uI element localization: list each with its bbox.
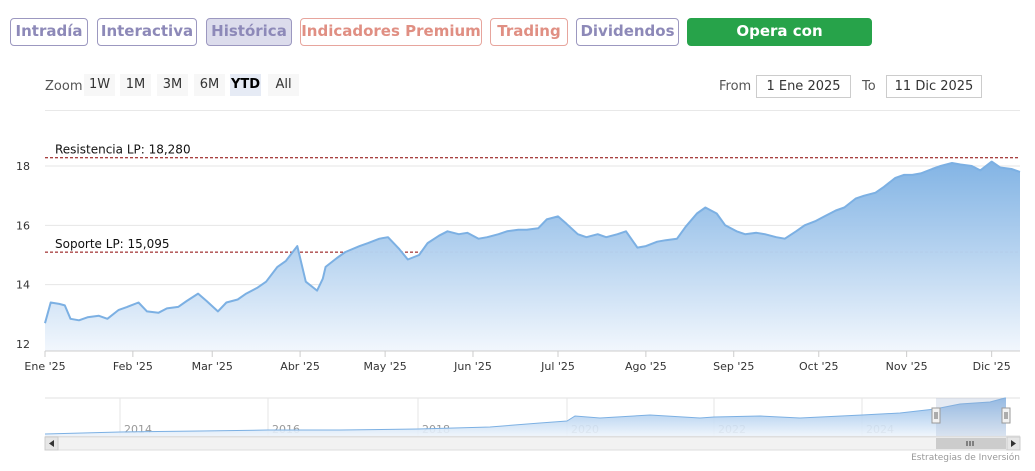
price-area [45, 161, 1020, 351]
navigator-handle-right[interactable] [1001, 407, 1011, 424]
scrollbar-left-arrow-icon [49, 440, 54, 447]
navigator-selection [936, 398, 1006, 436]
x-tick-label-8: Sep '25 [713, 360, 754, 373]
x-tick-label-5: Jun '25 [453, 360, 492, 373]
x-tick-label-11: Dic '25 [973, 360, 1011, 373]
from-label: From [719, 79, 752, 94]
scrollbar-thumb[interactable] [936, 438, 1006, 449]
zoom-1w-button[interactable]: 1W [84, 74, 115, 96]
tab-historica[interactable]: Histórica [206, 18, 292, 46]
tab-opera-freedom24[interactable]: Opera con Freedom24 [687, 18, 872, 65]
x-tick-label-3: Abr '25 [280, 360, 320, 373]
plot-line-label-0: Resistencia LP: 18,280 [55, 143, 191, 157]
from-date-input[interactable]: 1 Ene 2025 [756, 75, 851, 98]
x-tick-label-2: Mar '25 [192, 360, 233, 373]
zoom-all-button[interactable]: All [268, 74, 299, 96]
tab-intradia[interactable]: Intradía [10, 18, 88, 46]
zoom-ytd-button[interactable]: YTD [230, 74, 261, 96]
y-tick-label-14: 14 [16, 279, 30, 292]
credit-text: Estrategias de Inversión [911, 453, 1020, 463]
price-line [44, 160, 1021, 324]
y-axis: 12 14 16 18 [16, 160, 30, 351]
x-tick-label-6: Jul '25 [540, 360, 575, 373]
zoom-label: Zoom [45, 79, 83, 94]
navigator-handle-left[interactable] [931, 407, 941, 424]
divider [45, 110, 1020, 111]
tab-trading[interactable]: Trading [490, 18, 568, 46]
y-tick-label-18: 18 [16, 160, 30, 173]
scrollbar-track[interactable] [44, 436, 1021, 451]
tab-dividendos[interactable]: Dividendos [576, 18, 679, 46]
price-series [44, 160, 1021, 351]
navigator-line [44, 397, 1006, 435]
x-tick-label-9: Oct '25 [799, 360, 839, 373]
plot-line-label-1: Soporte LP: 15,095 [55, 237, 170, 251]
zoom-3m-button[interactable]: 3M [157, 74, 188, 96]
x-axis: Ene '25 Feb '25 Mar '25 Abr '25 May '25 Jun '… [24, 350, 1020, 373]
y-tick-label-12: 12 [16, 338, 30, 351]
to-label: To [862, 79, 876, 94]
to-date-input[interactable]: 11 Dic 2025 [886, 75, 982, 98]
x-tick-label-0: Ene '25 [24, 360, 65, 373]
x-tick-label-10: Nov '25 [886, 360, 928, 373]
x-tick-label-7: Ago '25 [625, 360, 667, 373]
x-tick-label-4: May '25 [363, 360, 406, 373]
zoom-6m-button[interactable]: 6M [194, 74, 225, 96]
plot-lines: Resistencia LP: 18,280 Soporte LP: 15,095 [45, 143, 1020, 253]
zoom-1m-button[interactable]: 1M [120, 74, 151, 96]
y-tick-label-16: 16 [16, 219, 30, 232]
tab-indicadores-premium[interactable]: Indicadores Premium [300, 18, 482, 46]
x-tick-label-1: Feb '25 [113, 360, 153, 373]
navigator-area [45, 398, 1006, 436]
scrollbar-right-arrow-icon [1011, 440, 1016, 447]
tab-interactiva[interactable]: Interactiva [97, 18, 197, 46]
navigator[interactable]: 201420162018202020222024 [44, 397, 1021, 451]
